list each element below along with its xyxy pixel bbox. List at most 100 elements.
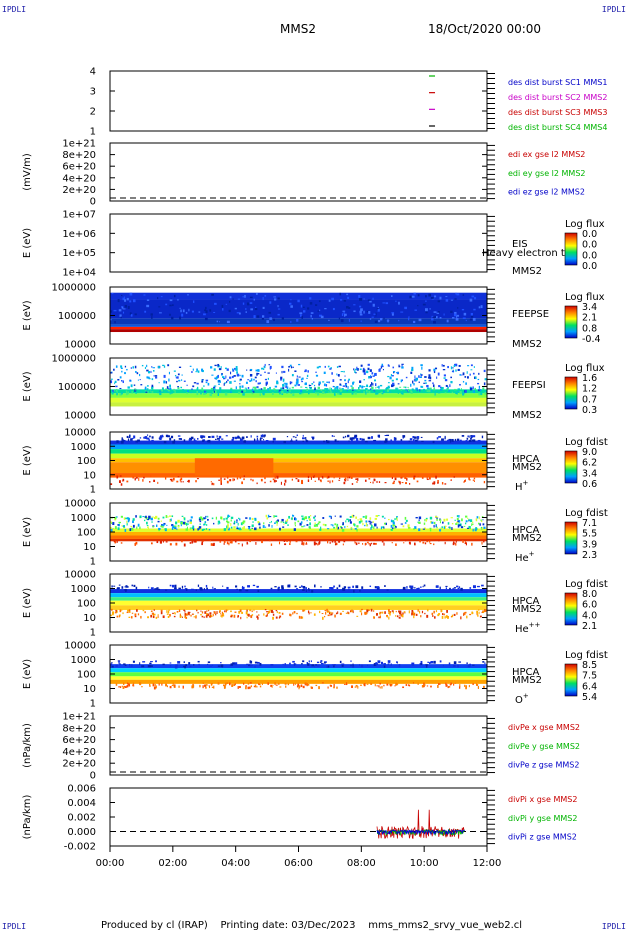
- x-tick-label: 04:00: [221, 858, 250, 869]
- y-tick-label: 1000000: [51, 283, 96, 294]
- y-axis-label: E (eV): [22, 659, 33, 689]
- y-tick-label: 0: [90, 771, 96, 782]
- page-title: MMS2: [280, 22, 316, 36]
- colorbar: [564, 663, 578, 697]
- corner-label-top-right: IPDLI: [601, 5, 626, 14]
- legend-entry: edi ex gse l2 MMS2: [508, 150, 585, 159]
- panel-frame: [109, 357, 488, 416]
- panel-frame: [109, 715, 488, 776]
- y-tick-label: 8e+20: [62, 723, 96, 734]
- colorbar-tick-label: 4.0: [582, 610, 597, 621]
- colorbar-tick-label: 0.0: [582, 240, 597, 251]
- legend-entry: divPe z gse MMS2: [508, 761, 579, 770]
- y-tick-label: 10: [83, 470, 96, 481]
- y-tick-label: 1000: [71, 513, 96, 524]
- instrument-label: FEEPSI: [512, 380, 546, 391]
- colorbar-tick-label: 2.1: [582, 313, 597, 324]
- y-axis-label: E (eV): [22, 445, 33, 475]
- y-axis-label: (nPa/km): [22, 723, 33, 768]
- colorbar-tick-label: 0.0: [582, 261, 597, 272]
- panel-burst: 4 3 2 1 des dist burst SC1 MMS1 des dist burs…: [90, 67, 608, 138]
- y-tick-label: 10000: [64, 411, 96, 422]
- footer-printing-date: Printing date: 03/Dec/2023: [220, 920, 356, 931]
- x-tick-label: 12:00: [473, 858, 502, 869]
- panel-eis: 1e+07 1e+06 1e+05 1e+04 E (eV) EIS MMS2 Heavy e…: [22, 210, 605, 279]
- colorbar-tick-label: 2.3: [582, 550, 597, 561]
- legend-entry: divPe y gse MMS2: [508, 742, 580, 751]
- species-label: He+: [515, 550, 535, 564]
- y-tick-label: 100: [77, 528, 96, 539]
- legend-entry: divPi x gse MMS2: [508, 795, 577, 804]
- panel-divpi: 0.006 0.004 0.002 0.000 -0.002 (nPa/km) divPi …: [22, 784, 577, 853]
- y-tick-label: 1: [90, 628, 96, 639]
- colorbar-title: Log fdist: [565, 508, 608, 519]
- instrument-label: HPCA: [512, 454, 540, 465]
- colorbar: [564, 305, 578, 339]
- instrument-label: EIS: [512, 239, 528, 250]
- y-tick-label: 10: [83, 684, 96, 695]
- colorbar-tick-label: 6.2: [582, 458, 597, 469]
- x-tick-label: 10:00: [410, 858, 439, 869]
- y-axis-label: E (eV): [22, 517, 33, 547]
- legend-entry: edi ey gse l2 MMS2: [508, 169, 586, 178]
- y-tick-label: 100000: [58, 311, 96, 322]
- y-tick-label: 1000: [71, 584, 96, 595]
- colorbar-title: Log fdist: [565, 437, 608, 448]
- colorbar-tick-label: 6.4: [582, 681, 597, 692]
- instrument-label: FEEPSE: [512, 309, 549, 320]
- y-tick-label: 1: [90, 699, 96, 710]
- y-tick-label: 1000: [71, 655, 96, 666]
- y-axis-label: E (eV): [22, 300, 33, 330]
- colorbar: [564, 592, 578, 626]
- colorbar-tick-label: -0.4: [582, 334, 601, 345]
- footer-produced-by: Produced by cl (IRAP): [101, 920, 208, 931]
- colorbar-title: Log fdist: [565, 579, 608, 590]
- colorbar: [564, 521, 578, 555]
- colorbar-tick-label: 5.5: [582, 529, 597, 540]
- y-axis-label: (mV/m): [22, 153, 33, 191]
- y-axis-label: E (eV): [22, 588, 33, 618]
- y-tick-label: 10000: [64, 428, 96, 439]
- overlay-label: Heavy electron tof: [482, 248, 575, 259]
- y-tick-label: 1000: [71, 442, 96, 453]
- instrument-label: HPCA: [512, 667, 540, 678]
- y-tick-label: 0.002: [67, 813, 96, 824]
- y-tick-label: -0.002: [64, 842, 96, 853]
- colorbar-tick-label: 7.5: [582, 671, 597, 682]
- page-date: 18/Oct/2020 00:00: [428, 22, 542, 36]
- colorbar-title: Log flux: [565, 363, 605, 374]
- y-axis-label: E (eV): [22, 228, 33, 258]
- y-tick-label: 100: [77, 670, 96, 681]
- y-tick-label: 4e+20: [62, 173, 96, 184]
- y-tick-label: 10: [83, 542, 96, 553]
- instrument-label: HPCA: [512, 525, 540, 536]
- spacecraft-label: MMS2: [512, 339, 542, 350]
- y-tick-label: 6e+20: [62, 162, 96, 173]
- legend-entry: edi ez gse l2 MMS2: [508, 188, 585, 197]
- y-tick-label: 6e+20: [62, 735, 96, 746]
- y-axis-label: E (eV): [22, 371, 33, 401]
- panel-feeps_i: 1000000 100000 10000 E (eV) FEEPSI MMS2 Log fl…: [22, 354, 605, 422]
- y-tick-label: 8e+20: [62, 150, 96, 161]
- species-label: H+: [515, 479, 529, 493]
- panel-frame: [109, 70, 488, 132]
- y-tick-label: 100: [77, 599, 96, 610]
- colorbar-tick-label: 3.4: [582, 302, 597, 313]
- colorbar-title: Log flux: [565, 292, 605, 303]
- spacecraft-label: MMS2: [512, 266, 542, 277]
- y-tick-label: 0.006: [67, 784, 96, 795]
- y-tick-label: 1e+07: [62, 210, 96, 221]
- spacecraft-label: MMS2: [512, 533, 542, 544]
- y-tick-label: 2: [90, 107, 96, 118]
- y-tick-label: 10000: [64, 570, 96, 581]
- colorbar-tick-label: 2.1: [582, 621, 597, 632]
- instrument-label: HPCA: [512, 596, 540, 607]
- panel-frame: [109, 787, 488, 847]
- spacecraft-label: MMS2: [512, 604, 542, 615]
- panel-frame: [109, 213, 488, 273]
- y-tick-label: 1: [90, 485, 96, 496]
